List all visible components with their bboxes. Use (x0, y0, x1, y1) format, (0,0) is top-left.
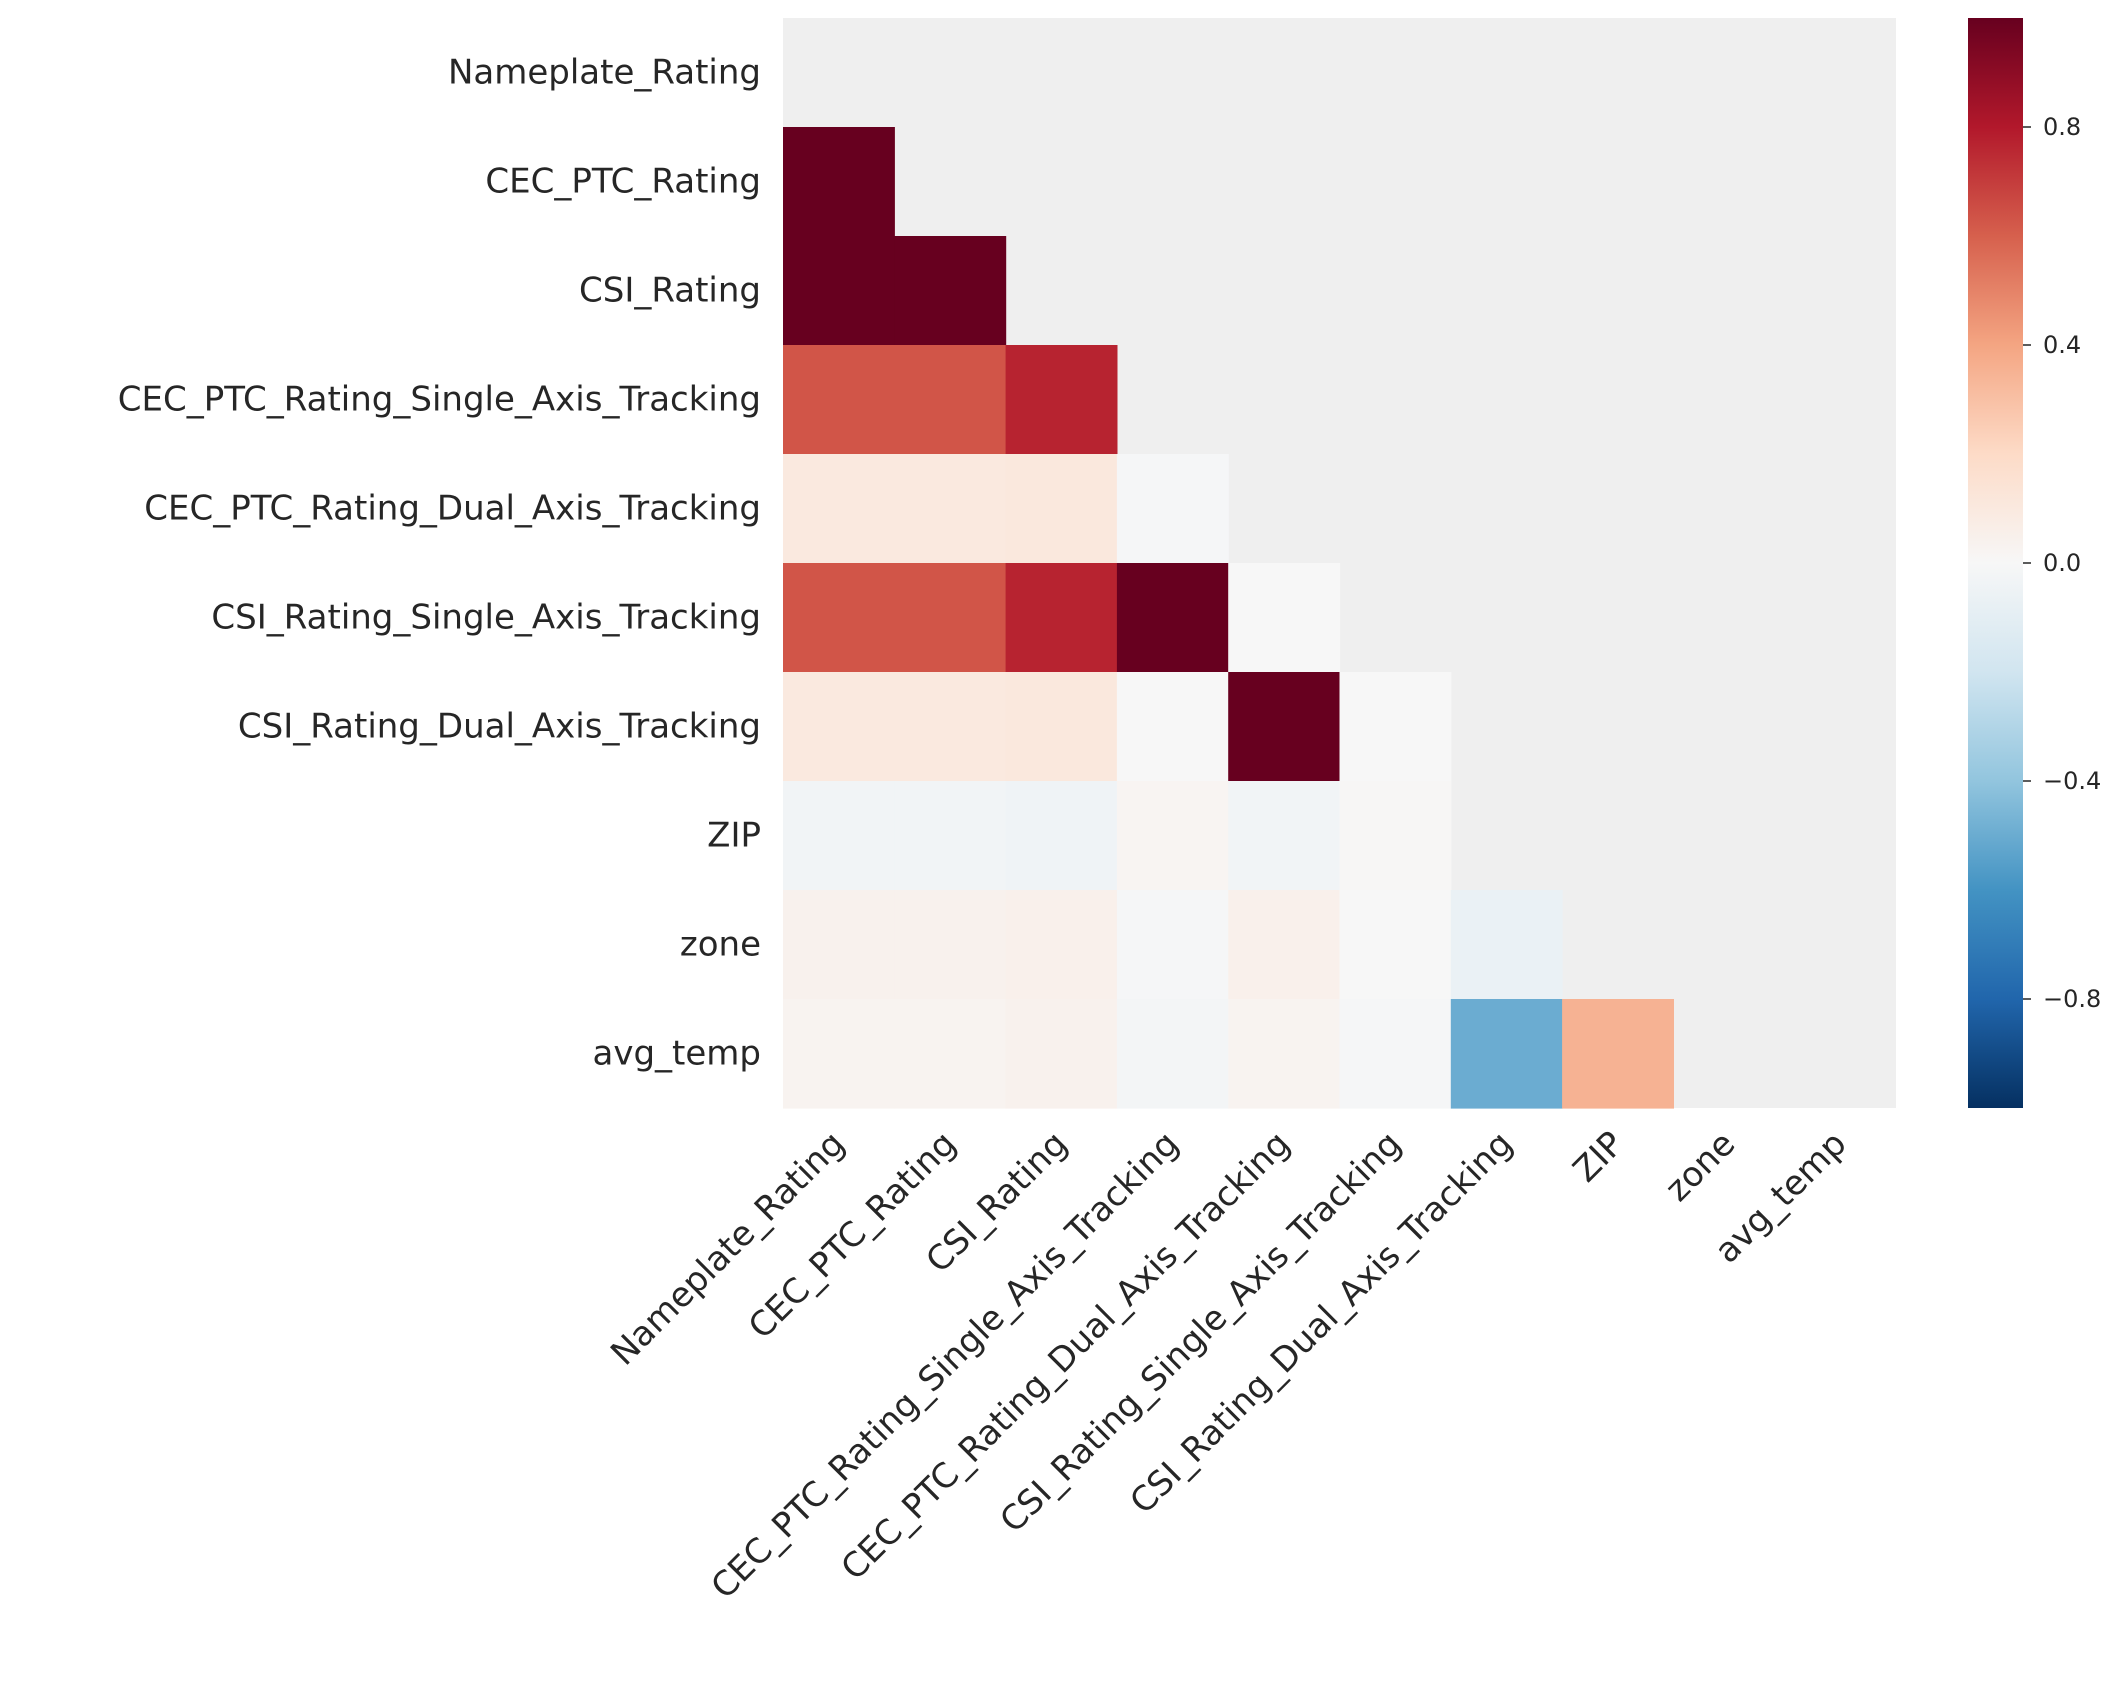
heatmap-cell-6-3 (1116, 672, 1229, 782)
heatmap-cell-6-5 (1339, 672, 1452, 782)
heatmap-cell-8-1 (894, 890, 1007, 1000)
y-tick-labels: Nameplate_Rating CEC_PTC_Rating CSI_Rating… (118, 53, 761, 1074)
x-tick-label: zone (1658, 1124, 1744, 1210)
y-tick-label: avg_temp (593, 1034, 762, 1074)
heatmap-cell-4-0 (783, 454, 895, 564)
y-tick-label: CEC_PTC_Rating_Single_Axis_Tracking (118, 380, 761, 420)
heatmap-cell-6-2 (1005, 672, 1118, 782)
heatmap-cell-7-2 (1005, 781, 1118, 891)
heatmap-cell-2-1 (894, 236, 1007, 346)
heatmap-cell-4-3 (1116, 454, 1229, 564)
y-tick-label: CSI_Rating (579, 271, 761, 311)
x-tick-label: ZIP (1566, 1124, 1632, 1190)
heatmap-cell-6-1 (894, 672, 1007, 782)
heatmap-cell-3-1 (894, 345, 1007, 455)
heatmap-cell-7-4 (1228, 781, 1341, 891)
colorbar-ticks: 0.8 0.4 0.0 −0.4 −0.8 (2023, 113, 2101, 1013)
heatmap-cell-5-3 (1116, 563, 1229, 673)
heatmap-cells (783, 127, 1674, 1109)
x-tick-label: CSI_Rating_Single_Axis_Tracking (992, 1124, 1409, 1541)
heatmap-cell-5-2 (1005, 563, 1118, 673)
heatmap-cell-1-0 (783, 127, 895, 237)
heatmap-cell-8-2 (1005, 890, 1118, 1000)
heatmap-cell-9-2 (1005, 999, 1118, 1109)
heatmap-cell-7-1 (894, 781, 1007, 891)
y-tick-label: zone (680, 925, 761, 965)
y-tick-label: CSI_Rating_Dual_Axis_Tracking (238, 707, 761, 747)
heatmap-cell-5-4 (1228, 563, 1341, 673)
colorbar-tick-label: 0.8 (2043, 113, 2081, 141)
heatmap-cell-6-4 (1228, 672, 1341, 782)
heatmap-cell-4-2 (1005, 454, 1118, 564)
heatmap-cell-7-0 (783, 781, 895, 891)
heatmap-cell-9-5 (1339, 999, 1452, 1109)
heatmap-cell-9-3 (1116, 999, 1229, 1109)
y-tick-label: CEC_PTC_Rating (485, 162, 761, 202)
colorbar-tick-label: −0.4 (2043, 767, 2101, 795)
heatmap-cell-8-6 (1450, 890, 1563, 1000)
x-tick-label: CEC_PTC_Rating (741, 1124, 964, 1347)
x-tick-labels: Nameplate_RatingCEC_PTC_RatingCSI_Rating… (603, 1124, 1854, 1607)
y-tick-label: CEC_PTC_Rating_Dual_Axis_Tracking (144, 489, 761, 529)
heatmap-cell-9-4 (1228, 999, 1341, 1109)
heatmap-cell-3-2 (1005, 345, 1118, 455)
heatmap-cell-5-0 (783, 563, 895, 673)
heatmap-cell-8-3 (1116, 890, 1229, 1000)
heatmap-cell-8-5 (1339, 890, 1452, 1000)
heatmap-cell-9-0 (783, 999, 895, 1109)
heatmap-cell-7-3 (1116, 781, 1229, 891)
heatmap-cell-8-0 (783, 890, 895, 1000)
heatmap-cell-9-7 (1562, 999, 1674, 1109)
heatmap-cell-7-5 (1339, 781, 1452, 891)
heatmap-cell-6-0 (783, 672, 895, 782)
heatmap-cell-9-1 (894, 999, 1007, 1109)
heatmap-cell-9-6 (1450, 999, 1563, 1109)
colorbar-tick-label: −0.8 (2043, 985, 2101, 1013)
heatmap-cell-2-0 (783, 236, 895, 346)
y-tick-label: CSI_Rating_Single_Axis_Tracking (211, 598, 761, 638)
heatmap-cell-8-4 (1228, 890, 1341, 1000)
y-tick-label: ZIP (707, 816, 761, 856)
heatmap-cell-4-1 (894, 454, 1007, 564)
colorbar-tick-label: 0.0 (2043, 549, 2081, 577)
colorbar-tick-label: 0.4 (2043, 331, 2081, 359)
heatmap-cell-5-1 (894, 563, 1007, 673)
heatmap-cell-3-0 (783, 345, 895, 455)
y-tick-label: Nameplate_Rating (448, 53, 761, 93)
colorbar (1968, 18, 2023, 1108)
